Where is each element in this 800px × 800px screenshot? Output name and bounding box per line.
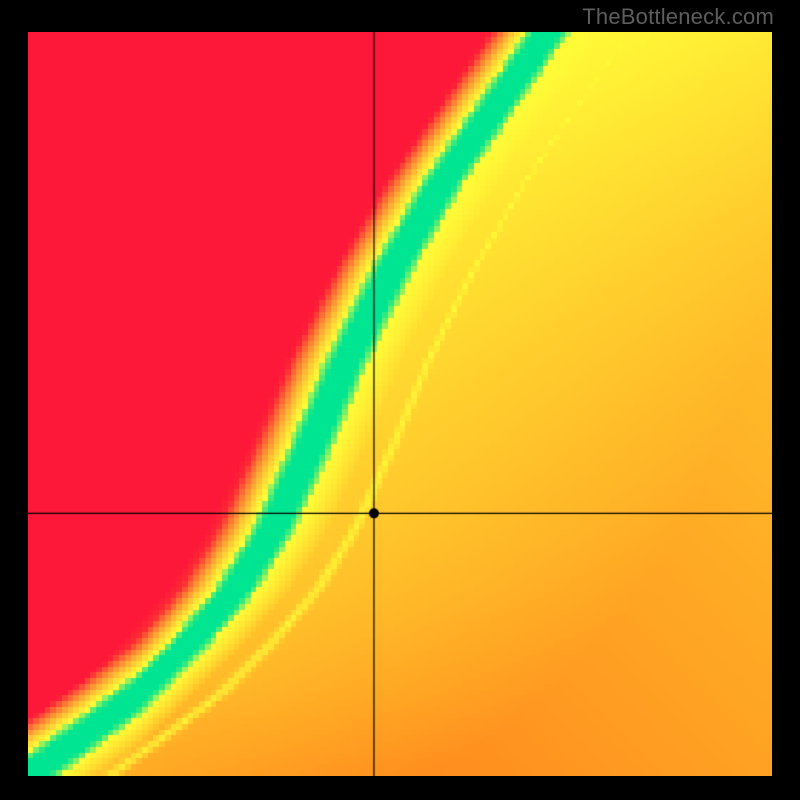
heatmap-plot [28,32,772,776]
figure-root: TheBottleneck.com [0,0,800,800]
watermark-text: TheBottleneck.com [582,4,774,30]
heatmap-canvas [28,32,772,776]
